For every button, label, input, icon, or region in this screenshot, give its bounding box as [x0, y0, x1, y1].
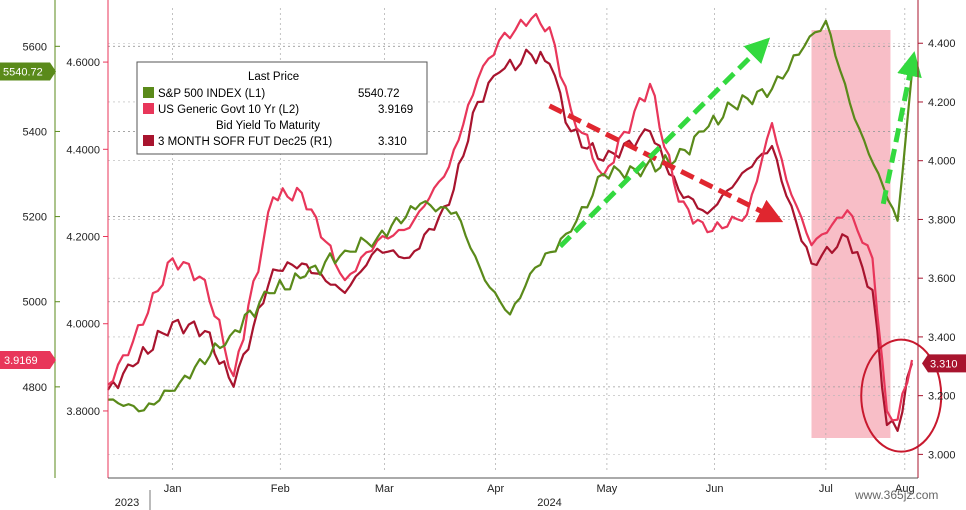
tick-label-l2-2: 4.2000 [66, 232, 100, 244]
legend-title: Last Price [248, 71, 299, 83]
tick-label-l2-4: 4.6000 [66, 57, 100, 69]
legend: Last Price S&P 500 INDEX (L1) 5540.72 US… [136, 61, 428, 155]
legend-label-sofr: 3 MONTH SOFR FUT Dec25 (R1) [158, 136, 332, 148]
tick-label-r1-1: 3.200 [928, 391, 956, 403]
tick-label-r1-7: 4.400 [928, 38, 956, 50]
badge-l1-text: 5540.72 [3, 67, 43, 79]
series-line-1 [107, 12, 914, 422]
tick-label-r1-0: 3.000 [928, 449, 956, 461]
badge-l2: 3.9169 [0, 350, 56, 369]
tick-label-year-0: 2023 [115, 497, 139, 509]
tick-label-l1-4: 5600 [23, 41, 47, 53]
tick-label-r1-4: 3.800 [928, 214, 956, 226]
series-line-0 [107, 19, 914, 413]
tick-label-r1-5: 4.000 [928, 156, 956, 168]
legend-swatch-10yr [143, 103, 154, 114]
highlight-ellipse [860, 338, 943, 453]
tick-label-r1-3: 3.600 [928, 273, 956, 285]
watermark: www.365jz.com [854, 488, 938, 502]
series-layer [107, 12, 914, 432]
tick-label-month-7: Aug [895, 483, 915, 495]
legend-value-sofr: 3.310 [378, 136, 407, 148]
badge-l1: 5540.72 [0, 62, 56, 81]
tick-label-l2-1: 4.0000 [66, 319, 100, 331]
tick-label-l1-1: 5000 [23, 297, 47, 309]
tick-label-l2-3: 4.4000 [66, 144, 100, 156]
legend-value-spx: 5540.72 [358, 88, 400, 100]
tick-label-month-4: May [597, 483, 618, 495]
tick-label-month-5: Jun [706, 483, 724, 495]
legend-value-10yr: 3.9169 [378, 104, 413, 116]
tick-label-r1-2: 3.400 [928, 332, 956, 344]
tick-label-month-1: Feb [271, 483, 290, 495]
axis-layer: 4800 5000 5200 5400 5600 3.8000 4.0000 4.2000 4.… [23, 0, 956, 510]
tick-label-month-6: Jul [819, 483, 833, 495]
annotation-layer [548, 37, 943, 453]
legend-label-spx: S&P 500 INDEX (L1) [158, 88, 265, 100]
tick-label-month-3: Apr [487, 483, 504, 495]
badge-r1-text: 3.310 [930, 358, 958, 370]
tick-label-l1-0: 4800 [23, 382, 47, 394]
series-line-2 [107, 48, 914, 432]
badge-r1: 3.310 [922, 354, 966, 373]
legend-swatch-sofr [143, 135, 154, 146]
badge-l2-text: 3.9169 [4, 355, 38, 367]
tick-label-l2-0: 3.8000 [66, 406, 100, 418]
legend-swatch-spx [143, 87, 154, 98]
tick-label-month-0: Jan [164, 483, 182, 495]
tick-label-r1-6: 4.200 [928, 97, 956, 109]
tick-label-year-1: 2024 [537, 497, 561, 509]
tick-label-l1-3: 5400 [23, 126, 47, 138]
tick-label-l1-2: 5200 [23, 212, 47, 224]
arrow-annotation-4 [880, 51, 922, 205]
legend-subtitle: Bid Yield To Maturity [216, 120, 320, 132]
arrow-annotation-3 [558, 37, 771, 249]
legend-label-10yr: US Generic Govt 10 Yr (L2) [158, 104, 299, 116]
tick-label-month-2: Mar [375, 483, 394, 495]
